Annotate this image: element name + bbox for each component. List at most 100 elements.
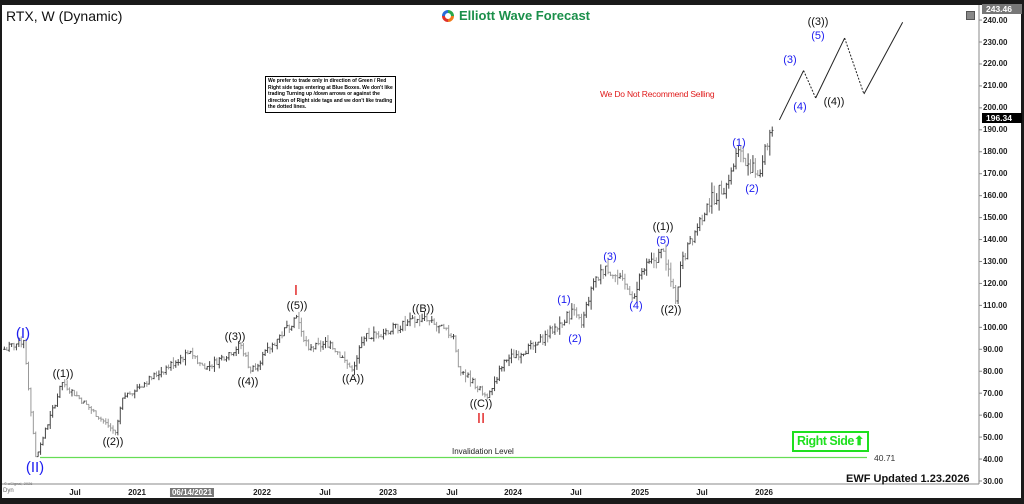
- price-bar: [234, 346, 238, 357]
- wave-label: (3): [783, 54, 797, 66]
- price-bar: [618, 272, 622, 279]
- y-tick-label: 180.00: [983, 147, 1008, 157]
- price-bar: [94, 410, 98, 418]
- wave-label: I: [293, 282, 299, 299]
- price-bar: [162, 371, 165, 375]
- price-bar: [488, 390, 491, 399]
- price-bar: [710, 182, 714, 214]
- price-bar: [416, 318, 419, 324]
- price-bar: [109, 423, 112, 432]
- price-bar: [411, 315, 414, 320]
- price-bar: [638, 273, 641, 291]
- window-bottom-border: [0, 498, 1024, 504]
- price-bar: [29, 387, 33, 417]
- price-bar: [734, 148, 738, 170]
- price-bar: [271, 342, 274, 353]
- price-bar: [749, 159, 752, 175]
- price-bar: [565, 311, 569, 324]
- wave-label: (2): [568, 333, 582, 345]
- price-bar: [420, 313, 424, 323]
- y-tick-label: 240.00: [983, 15, 1008, 25]
- price-bar: [367, 327, 371, 340]
- price-bar: [346, 359, 349, 369]
- price-bar: [319, 340, 322, 352]
- price-bar: [370, 337, 373, 340]
- price-bar: [20, 336, 23, 348]
- dyn-toggle[interactable]: Dyn: [3, 488, 14, 494]
- price-bar: [191, 347, 194, 360]
- price-bar: [558, 316, 561, 335]
- price-bar: [140, 385, 144, 388]
- price-bar: [44, 427, 47, 439]
- price-bar: [65, 380, 69, 391]
- price-bar: [519, 352, 523, 364]
- price-bar: [184, 349, 187, 366]
- price-bar: [725, 182, 728, 199]
- y-tick-label: 50.00: [983, 432, 1004, 442]
- price-bar: [527, 343, 530, 355]
- price-bar: [338, 351, 342, 358]
- price-bar: [68, 387, 71, 394]
- price-bar: [495, 376, 499, 384]
- price-bar: [307, 339, 310, 351]
- y-tick-label: 90.00: [983, 344, 1004, 354]
- price-bar: [58, 385, 62, 398]
- price-bar: [254, 363, 257, 371]
- invalidation-label: Invalidation Level: [452, 447, 514, 456]
- price-bar: [375, 331, 378, 339]
- price-bar: [754, 158, 757, 178]
- price-bar: [104, 418, 107, 425]
- price-bar: [314, 342, 318, 350]
- price-bar: [744, 157, 747, 167]
- window-top-border: [0, 0, 1024, 5]
- x-cursor-date: 06/14/2021: [169, 488, 215, 497]
- price-bar: [597, 276, 600, 281]
- price-bar: [756, 170, 759, 177]
- price-bar: [239, 342, 243, 350]
- price-bar: [401, 320, 404, 332]
- price-bar: [609, 271, 612, 277]
- wave-label: ((3)): [807, 16, 829, 28]
- price-bar: [737, 145, 740, 158]
- projection-segment: [815, 37, 846, 99]
- chart-title: RTX, W (Dynamic): [6, 8, 123, 24]
- price-bar: [732, 163, 735, 172]
- price-bar: [688, 235, 692, 245]
- price-bar: [541, 334, 545, 346]
- price-bar: [99, 416, 103, 422]
- price-bar: [657, 248, 660, 264]
- price-bar: [423, 312, 426, 321]
- projection-segment: [863, 22, 904, 95]
- price-bar: [674, 284, 677, 305]
- price-bar: [232, 352, 235, 357]
- price-bar: [302, 330, 305, 343]
- price-bar: [92, 408, 95, 413]
- x-tick-label: 2023: [379, 488, 397, 497]
- price-bar: [312, 346, 315, 353]
- price-bar: [169, 360, 173, 371]
- price-bar: [230, 352, 233, 356]
- x-tick-label: Jul: [446, 488, 458, 497]
- y-tick-label: 220.00: [983, 59, 1008, 69]
- price-bar: [172, 357, 175, 369]
- price-bar: [218, 357, 221, 369]
- price-bar: [181, 356, 185, 363]
- price-bar: [145, 381, 149, 387]
- price-bar: [498, 365, 501, 382]
- price-bar: [285, 320, 289, 329]
- x-tick-label: Jul: [570, 488, 582, 497]
- price-bar: [399, 325, 402, 333]
- price-bar: [295, 314, 298, 319]
- right-side-label: Right Side: [797, 434, 854, 448]
- price-bar: [560, 322, 564, 328]
- price-bar: [546, 329, 549, 343]
- price-bar: [343, 351, 347, 363]
- price-bar: [592, 278, 595, 291]
- price-bar: [304, 336, 308, 347]
- price-bar: [198, 361, 202, 367]
- price-bar: [220, 354, 223, 361]
- price-bar: [746, 153, 750, 176]
- price-bar: [476, 385, 479, 393]
- maximize-icon[interactable]: [966, 11, 975, 20]
